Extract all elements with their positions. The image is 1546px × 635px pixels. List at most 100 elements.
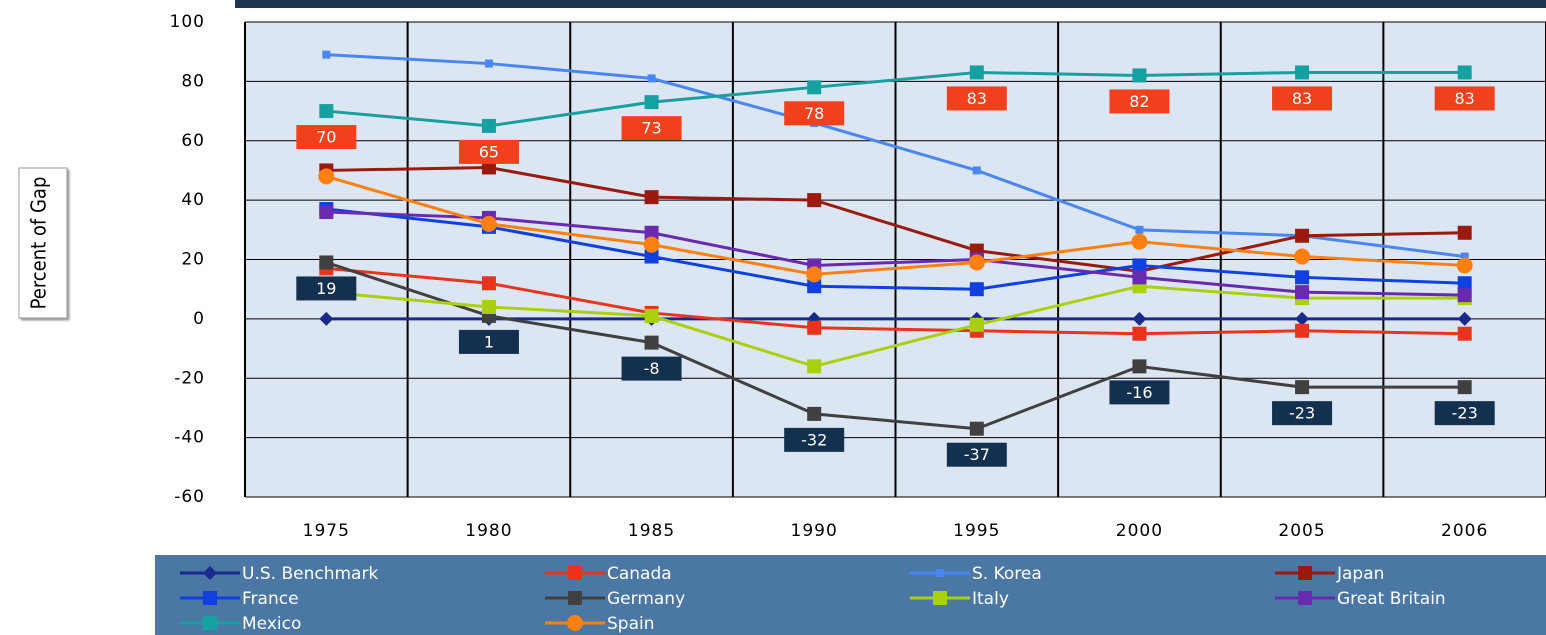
point <box>644 308 659 323</box>
data-label-box <box>784 427 845 452</box>
data-label: 19 <box>316 279 336 298</box>
point <box>480 215 497 232</box>
legend-label: Great Britain <box>1337 589 1446 609</box>
legend-label: Italy <box>972 589 1009 609</box>
data-label: 83 <box>967 89 987 108</box>
point <box>1132 359 1147 374</box>
point <box>1132 311 1147 326</box>
data-label: 83 <box>1292 89 1312 108</box>
y-tick-label: 40 <box>181 190 205 210</box>
point <box>1295 323 1310 338</box>
point <box>807 80 822 95</box>
point <box>1457 311 1472 326</box>
data-label: -8 <box>644 359 660 378</box>
legend-entry: Mexico <box>180 614 301 634</box>
x-tick-label: 2005 <box>1278 521 1325 541</box>
data-label-box <box>1272 86 1333 111</box>
point <box>643 236 660 253</box>
legend-marker <box>1298 566 1312 580</box>
legend-entry: Spain <box>545 614 655 634</box>
point <box>807 406 822 421</box>
point <box>1295 311 1310 326</box>
data-label-box <box>784 101 845 126</box>
data-label: 70 <box>316 128 336 147</box>
data-label-box <box>946 86 1007 111</box>
point <box>1457 65 1472 80</box>
point <box>1132 68 1147 83</box>
point <box>1457 276 1472 291</box>
data-label-box <box>458 329 519 354</box>
point <box>481 276 496 291</box>
point <box>481 118 496 133</box>
point <box>319 104 334 119</box>
data-label-box <box>296 125 357 150</box>
point <box>807 359 822 374</box>
legend-label: Spain <box>607 614 655 634</box>
legend-marker <box>203 566 217 580</box>
point <box>1456 257 1473 274</box>
data-label: -37 <box>964 445 990 464</box>
point <box>968 254 985 271</box>
legend-label: U.S. Benchmark <box>242 564 378 584</box>
data-label-box <box>1272 401 1333 426</box>
data-label-box <box>1109 380 1170 405</box>
point <box>481 160 496 175</box>
data-label: -16 <box>1126 383 1152 402</box>
point <box>319 255 334 270</box>
point <box>972 166 981 175</box>
legend-entry: S. Korea <box>910 564 1042 584</box>
data-label-box <box>621 356 682 381</box>
point <box>1131 233 1148 250</box>
y-tick-label: -20 <box>174 368 205 388</box>
legend-entry: U.S. Benchmark <box>180 564 378 584</box>
x-tick-label: 1990 <box>791 521 838 541</box>
data-label: -32 <box>801 430 827 449</box>
data-label: 65 <box>479 142 499 161</box>
legend-label: Canada <box>607 564 672 584</box>
data-label-box <box>946 442 1007 467</box>
data-label: 82 <box>1129 92 1149 111</box>
x-tick-label: 2000 <box>1116 521 1163 541</box>
legend-label: S. Korea <box>972 564 1042 584</box>
series-line <box>326 53 1465 259</box>
point <box>1295 285 1310 300</box>
point <box>1460 252 1469 261</box>
x-tick-label: 1995 <box>953 521 1000 541</box>
y-tick-label: 20 <box>181 250 205 270</box>
data-label: 1 <box>484 332 494 351</box>
point <box>1132 258 1147 273</box>
point <box>1132 326 1147 341</box>
point <box>969 421 984 436</box>
point <box>318 168 335 185</box>
series-line <box>325 261 1465 431</box>
x-tick-label: 1980 <box>465 521 512 541</box>
data-label-box <box>1434 401 1495 426</box>
data-label: 73 <box>641 119 661 138</box>
data-label-box <box>1434 86 1495 111</box>
data-label: 83 <box>1455 89 1475 108</box>
y-tick-label: 0 <box>193 309 205 329</box>
series-line <box>326 207 1465 291</box>
data-label: -23 <box>1289 404 1315 423</box>
series-line <box>326 266 1465 336</box>
point <box>806 266 823 283</box>
point <box>1295 270 1310 285</box>
data-label-box <box>1109 89 1170 114</box>
point <box>322 50 331 59</box>
legend-marker <box>568 591 582 605</box>
series-line <box>326 70 1465 128</box>
legend-box <box>155 555 1546 635</box>
legend-entry: Canada <box>545 564 672 584</box>
point <box>1135 225 1144 234</box>
y-tick-label: 100 <box>170 12 205 32</box>
y-axis-label: Percent of Gap <box>27 177 51 310</box>
legend-entry: Germany <box>545 589 685 609</box>
y-tick-label: 60 <box>181 131 205 151</box>
point <box>969 65 984 80</box>
x-tick-label: 1985 <box>628 521 675 541</box>
point <box>644 249 659 264</box>
series-line <box>325 174 1465 276</box>
series-line <box>326 210 1465 297</box>
point <box>1295 65 1310 80</box>
point <box>644 335 659 350</box>
